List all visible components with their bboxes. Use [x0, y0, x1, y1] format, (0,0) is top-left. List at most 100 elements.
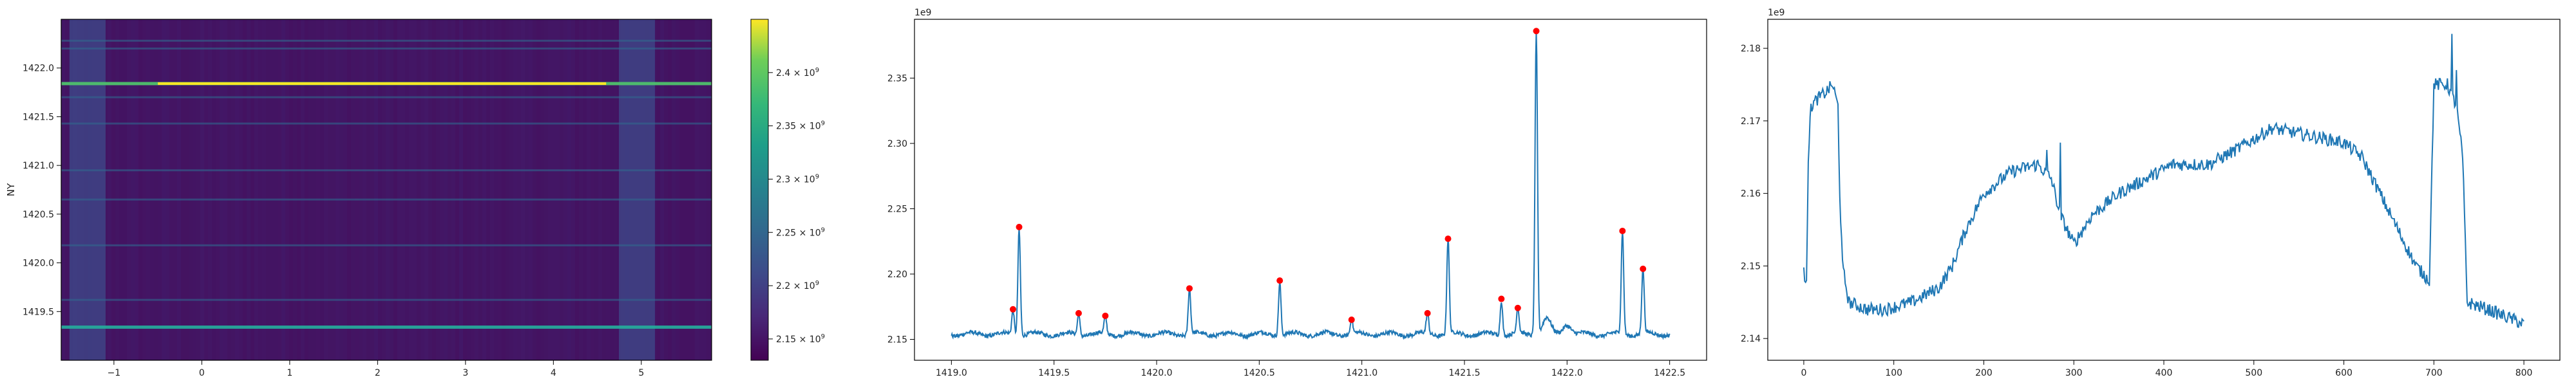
x-tick-label: 500 — [2245, 368, 2262, 378]
heatmap-column — [119, 19, 123, 360]
heatmap-column — [556, 19, 560, 360]
x-tick-label: 700 — [2425, 368, 2443, 378]
heatmap-column — [521, 19, 525, 360]
profile-frame — [1767, 19, 2561, 361]
x-tick-label: 300 — [2065, 368, 2083, 378]
heatmap-column — [660, 19, 664, 360]
x-tick-label: 1422.0 — [1551, 368, 1583, 378]
heatmap-faint-band — [61, 122, 712, 125]
heatmap-bright-band — [61, 326, 712, 329]
peak-marker — [1276, 277, 1283, 284]
heatmap-column — [506, 19, 509, 360]
heatmap-column — [158, 19, 162, 360]
heatmap-column — [382, 19, 386, 360]
colorbar-tick-exponent: 9 — [821, 333, 825, 340]
heatmap-column — [220, 19, 223, 360]
peak-marker — [1009, 306, 1016, 313]
heatmap-column — [127, 19, 131, 360]
heatmap-column — [359, 19, 363, 360]
heatmap-column — [216, 19, 220, 360]
y-tick-label: 2.14 — [1741, 334, 1761, 344]
colorbar-tick-mantissa: 2.15 — [776, 335, 796, 345]
heatmap-column — [606, 19, 610, 360]
heatmap-column — [123, 19, 127, 360]
heatmap-column — [185, 19, 189, 360]
heatmap-column — [517, 19, 521, 360]
heatmap-column — [703, 19, 706, 360]
heatmap-background — [61, 19, 712, 360]
heatmap-column — [166, 19, 169, 360]
spectrum-y-axis: 2.15 2.20 2.25 2.30 2.35 — [887, 73, 914, 345]
y-tick-label: 1421.0 — [23, 161, 54, 171]
heatmap-column — [278, 19, 281, 360]
heatmap-column — [691, 19, 695, 360]
heatmap-column — [548, 19, 552, 360]
x-tick-label: 100 — [1885, 368, 1902, 378]
heatmap-column — [305, 19, 308, 360]
heatmap-column — [254, 19, 258, 360]
peak-marker — [1514, 304, 1521, 311]
heatmap-bright-column — [69, 19, 106, 360]
heatmap-column — [200, 19, 204, 360]
heatmap-faint-band — [61, 198, 712, 201]
colorbar-tick-base: × 10 — [790, 68, 815, 78]
heatmap-column — [104, 19, 108, 360]
colorbar-tick-base: × 10 — [790, 174, 815, 185]
heatmap-peak-segment — [158, 82, 607, 85]
colorbar-tick-base: × 10 — [796, 228, 820, 238]
heatmap-column — [413, 19, 417, 360]
profile-panel: 0 100 200 300 400 500 600 700 800 2.142.152.162.… — [1741, 8, 2561, 378]
heatmap-column — [451, 19, 455, 360]
heatmap-column — [274, 19, 278, 360]
heatmap-column — [150, 19, 154, 360]
heatmap-column — [594, 19, 598, 360]
heatmap-column — [409, 19, 413, 360]
x-tick-label: 600 — [2335, 368, 2353, 378]
peak-marker — [1424, 309, 1431, 317]
heatmap-column — [513, 19, 517, 360]
heatmap-column — [262, 19, 266, 360]
heatmap-column — [169, 19, 173, 360]
heatmap-column — [478, 19, 482, 360]
heatmap-frame — [61, 19, 712, 361]
peak-marker — [1348, 317, 1355, 324]
peak-marker — [1016, 223, 1023, 230]
heatmap-bright-column — [618, 19, 655, 360]
heatmap-column — [575, 19, 579, 360]
heatmap-column — [683, 19, 687, 360]
heatmap-column — [598, 19, 602, 360]
heatmap-column — [564, 19, 567, 360]
peak-marker — [1444, 235, 1452, 243]
heatmap-column — [332, 19, 336, 360]
heatmap-column — [591, 19, 594, 360]
heatmap-column — [699, 19, 703, 360]
heatmap-column — [316, 19, 320, 360]
heatmap-column — [533, 19, 536, 360]
heatmap-column — [312, 19, 316, 360]
heatmap-column — [393, 19, 397, 360]
spectrum-panel: 1419.0 1419.5 1420.0 1420.5 1421.0 1421.5 1422… — [887, 8, 1707, 378]
y-tick-label: 2.35 — [887, 73, 907, 84]
heatmap-column — [687, 19, 691, 360]
heatmap-column — [65, 19, 69, 360]
heatmap-column — [355, 19, 359, 360]
heatmap-column — [301, 19, 305, 360]
heatmap-column — [193, 19, 196, 360]
heatmap-column — [189, 19, 193, 360]
y-tick-label: 2.16 — [1741, 189, 1761, 199]
colorbar-tick-label: 2.4 × 109 — [776, 67, 819, 78]
heatmap-column — [587, 19, 591, 360]
heatmap-column — [320, 19, 324, 360]
x-tick-label: 4 — [551, 368, 556, 378]
heatmap-column — [251, 19, 254, 360]
heatmap-faint-band — [61, 244, 712, 246]
y-tick-label: 2.15 — [887, 335, 907, 345]
profile-y-axis: 2.14 2.15 2.16 2.17 2.18 — [1741, 44, 1768, 344]
heatmap-x-axis: −1 0 1 2 3 4 5 — [108, 360, 644, 378]
heatmap-column — [536, 19, 540, 360]
heatmap-column — [324, 19, 328, 360]
spectrum-offset-label: 1e9 — [914, 8, 931, 18]
heatmap-column — [162, 19, 166, 360]
